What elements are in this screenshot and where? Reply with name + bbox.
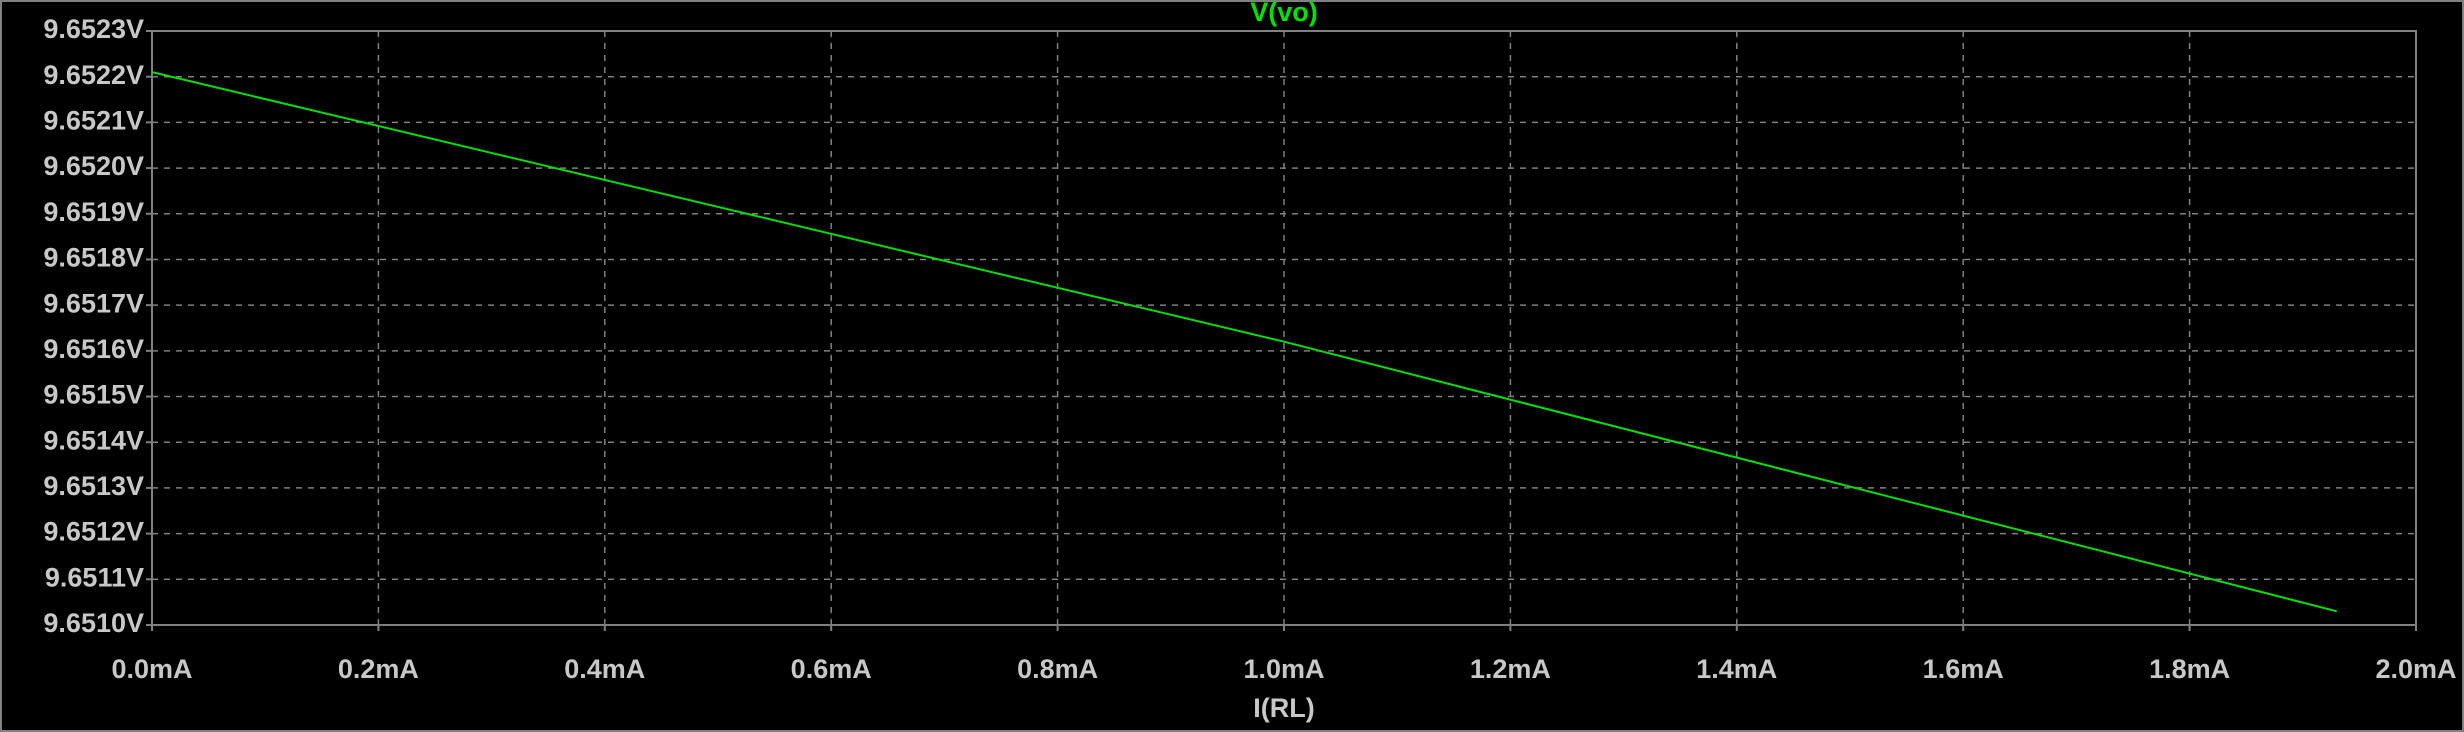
- data-line: [151, 71, 2338, 613]
- y-tick-label: 9.6521V: [43, 106, 144, 136]
- x-axis-label: I(RL): [1253, 693, 1314, 723]
- x-tick-label: 1.2mA: [1470, 654, 1551, 684]
- x-tick-label: 1.6mA: [1923, 654, 2004, 684]
- x-tick-label: 1.4mA: [1696, 654, 1777, 684]
- x-tick-label: 0.6mA: [791, 654, 872, 684]
- y-tick-label: 9.6510V: [43, 608, 144, 638]
- x-tick-label: 2.0mA: [2375, 654, 2456, 684]
- y-tick-label: 9.6517V: [43, 288, 144, 318]
- y-tick-label: 9.6522V: [43, 60, 144, 90]
- y-tick-label: 9.6519V: [43, 197, 144, 227]
- y-tick-label: 9.6513V: [43, 471, 144, 501]
- x-tick-label: 0.0mA: [111, 654, 192, 684]
- x-tick-label: 1.0mA: [1243, 654, 1324, 684]
- y-tick-label: 9.6512V: [43, 517, 144, 547]
- y-tick-label: 9.6523V: [43, 14, 144, 44]
- y-tick-label: 9.6516V: [43, 334, 144, 364]
- y-tick-label: 9.6520V: [43, 151, 144, 181]
- x-tick-label: 1.8mA: [2149, 654, 2230, 684]
- chart-title: V(vo): [1250, 0, 1318, 27]
- x-tick-label: 0.8mA: [1017, 654, 1098, 684]
- x-tick-label: 0.4mA: [564, 654, 645, 684]
- y-tick-label: 9.6518V: [43, 243, 144, 273]
- y-tick-label: 9.6514V: [43, 425, 144, 455]
- x-tick-label: 0.2mA: [338, 654, 419, 684]
- y-tick-label: 9.6515V: [43, 380, 144, 410]
- y-tick-label: 9.6511V: [45, 562, 144, 592]
